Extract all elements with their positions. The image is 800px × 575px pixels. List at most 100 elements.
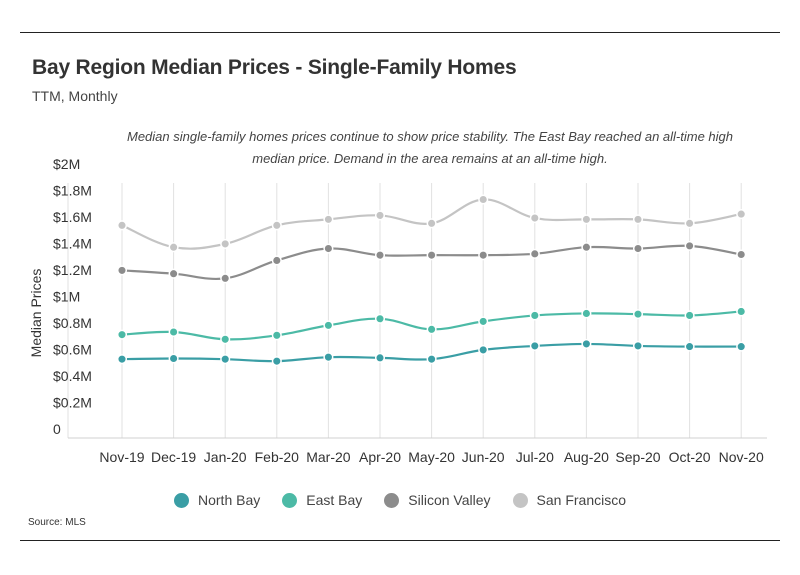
x-tick-labels: Nov-19 Dec-19 Jan-20 Feb-20 Mar-20 Apr-20 May-… <box>99 449 764 465</box>
x-tick-label: Apr-20 <box>359 449 401 465</box>
data-point <box>581 308 592 319</box>
x-tick-label: Jan-20 <box>204 449 247 465</box>
x-tick-label: Jun-20 <box>462 449 505 465</box>
data-point <box>632 243 644 254</box>
y-tick-label: $0.8M <box>53 315 92 331</box>
x-tick-label: Feb-20 <box>255 449 300 465</box>
data-point <box>220 273 231 284</box>
data-point <box>426 354 437 365</box>
data-point <box>220 354 231 365</box>
data-point <box>529 310 540 321</box>
top-rule <box>20 32 780 33</box>
data-point <box>168 268 179 279</box>
y-tick-label: $1.8M <box>53 183 92 199</box>
chart-subtitle: TTM, Monthly <box>32 88 118 104</box>
legend-item: North Bay <box>174 492 260 508</box>
legend-item: Silicon Valley <box>384 492 491 508</box>
data-point <box>271 255 282 266</box>
series-san-francisco <box>116 194 747 253</box>
data-point <box>374 313 386 324</box>
legend: North Bay East Bay Silicon Valley San Franc… <box>0 492 800 508</box>
data-point <box>684 218 695 229</box>
data-point <box>116 265 128 276</box>
y-tick-label: $1.2M <box>53 262 92 278</box>
series-silicon-valley <box>116 240 747 284</box>
legend-swatch <box>512 492 528 508</box>
chart-annotation: Median single-family homes prices contin… <box>127 129 733 166</box>
data-point <box>323 320 334 331</box>
data-point <box>220 334 231 345</box>
data-point <box>426 218 437 229</box>
data-point <box>116 329 128 340</box>
y-tick-label: 0 <box>53 421 61 437</box>
y-tick-label: $0.2M <box>53 395 92 411</box>
data-point <box>478 344 489 355</box>
x-tick-label: May-20 <box>408 449 455 465</box>
series-group <box>116 194 747 367</box>
x-tick-label: Aug-20 <box>564 449 609 465</box>
y-axis-label: Median Prices <box>28 269 44 358</box>
data-point <box>220 238 231 249</box>
data-point <box>736 209 747 220</box>
legend-swatch <box>174 492 189 508</box>
data-point <box>581 214 592 225</box>
x-tick-label: Jul-20 <box>516 449 554 465</box>
series-east-bay <box>116 306 747 345</box>
legend-item: San Francisco <box>512 492 626 508</box>
data-point <box>374 250 386 261</box>
data-point <box>426 324 437 335</box>
data-point <box>632 340 644 351</box>
y-tick-label: $1.4M <box>53 236 92 252</box>
y-tick-label: $0.6M <box>53 342 92 358</box>
y-tick-label: $0.4M <box>53 368 92 384</box>
y-tick-label: $1M <box>53 289 80 305</box>
series-north-bay <box>116 338 747 367</box>
legend-label: Silicon Valley <box>408 492 491 508</box>
data-point <box>529 213 540 224</box>
x-tick-label: Dec-19 <box>151 449 196 465</box>
data-point <box>581 242 592 253</box>
data-point <box>323 352 334 363</box>
data-point <box>632 309 644 320</box>
x-tick-label: Nov-20 <box>719 449 764 465</box>
data-point <box>168 353 179 364</box>
data-point <box>271 330 282 341</box>
x-tick-label: Nov-19 <box>99 449 144 465</box>
data-point <box>478 250 489 261</box>
data-point <box>684 240 695 251</box>
data-point <box>478 316 489 327</box>
data-point <box>736 306 747 317</box>
data-point <box>478 194 489 205</box>
data-point <box>684 310 695 321</box>
data-point <box>581 338 592 349</box>
data-point <box>374 210 386 221</box>
data-point <box>168 242 179 253</box>
legend-item: East Bay <box>282 492 362 508</box>
data-point <box>168 326 179 338</box>
bottom-rule <box>20 540 780 541</box>
legend-swatch <box>282 492 298 508</box>
data-point <box>684 341 695 352</box>
source-note: Source: MLS <box>28 517 86 528</box>
x-tick-label: Mar-20 <box>306 449 351 465</box>
data-point <box>529 248 540 259</box>
data-point <box>271 220 282 231</box>
x-tick-label: Sep-20 <box>615 449 660 465</box>
y-tick-label: $2M <box>53 156 80 172</box>
data-point <box>736 341 747 352</box>
legend-label: North Bay <box>198 492 261 508</box>
data-point <box>116 220 128 231</box>
y-tick-labels: 0 $0.2M $0.4M $0.6M $0.8M $1M $1.2M $1.4M $1.6M $… <box>53 156 92 437</box>
data-point <box>116 354 128 365</box>
legend-label: East Bay <box>306 492 363 508</box>
data-point <box>374 352 386 363</box>
data-point <box>323 243 334 254</box>
data-point <box>271 356 282 367</box>
legend-swatch <box>384 492 400 508</box>
y-tick-label: $1.6M <box>53 209 92 225</box>
data-point <box>323 214 334 225</box>
data-point <box>632 214 644 225</box>
legend-label: San Francisco <box>536 492 626 508</box>
data-point <box>529 340 540 351</box>
